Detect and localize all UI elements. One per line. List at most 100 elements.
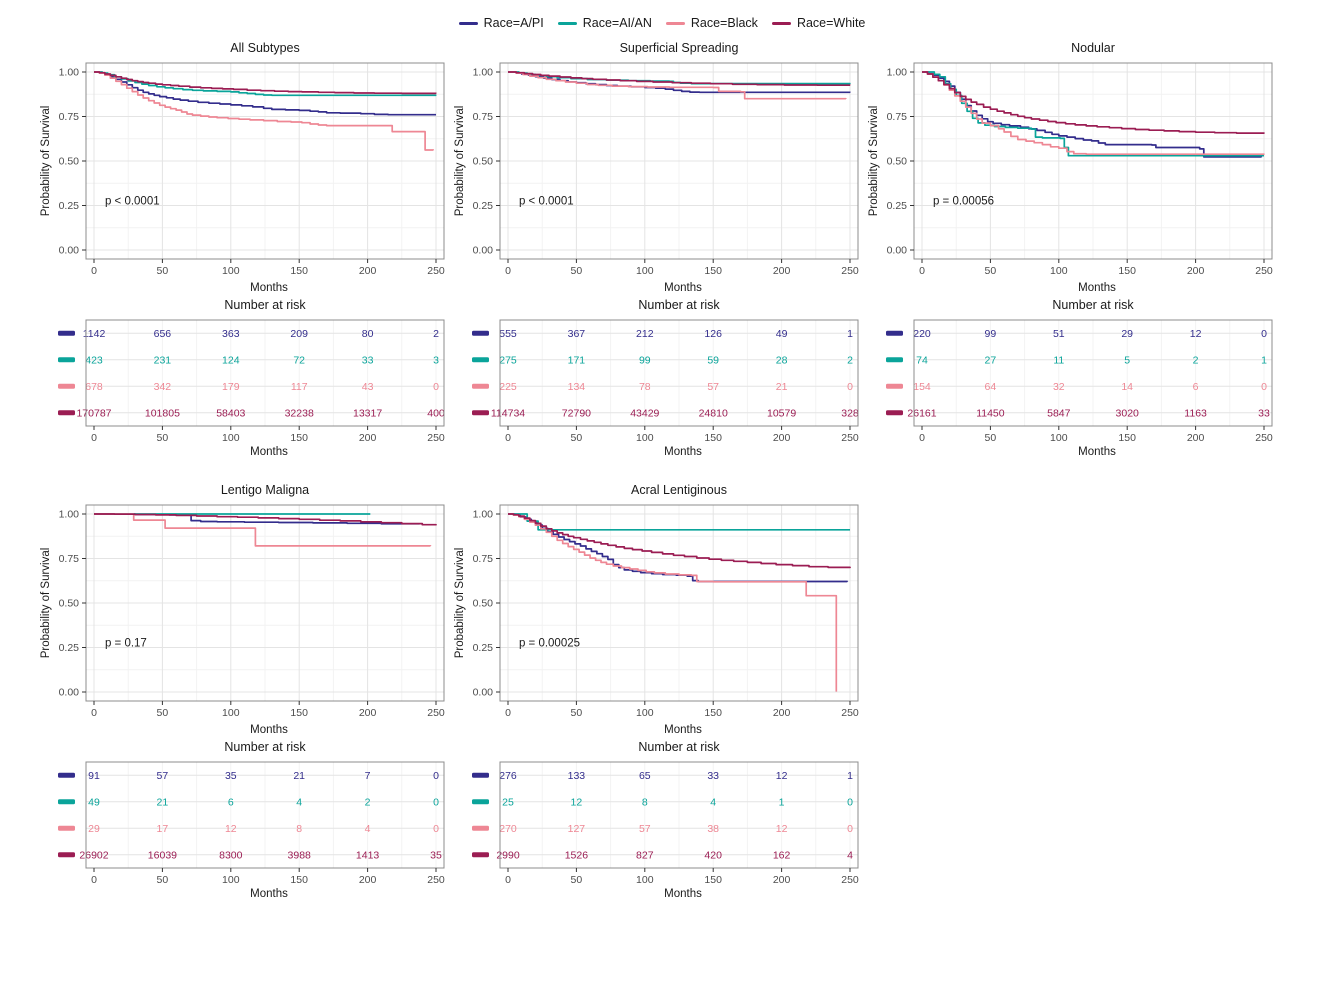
risk-count: 162 bbox=[773, 849, 791, 861]
y-tick-label: 0.25 bbox=[887, 200, 908, 212]
risk-count: 17 bbox=[157, 823, 169, 835]
legend-item-label: Race=Black bbox=[690, 16, 758, 30]
x-tick-label: 200 bbox=[1187, 432, 1205, 444]
risk-count: 179 bbox=[222, 381, 240, 393]
risk-count: 4 bbox=[296, 796, 302, 808]
risk-count: 420 bbox=[704, 849, 722, 861]
risk-count: 35 bbox=[430, 849, 442, 861]
risk-row-key-api bbox=[58, 330, 75, 336]
x-tick-label: 0 bbox=[505, 265, 511, 277]
y-axis-label: Probability of Survival bbox=[40, 106, 52, 217]
p-value-label: p = 0.00056 bbox=[933, 196, 994, 208]
x-tick-label: 0 bbox=[91, 707, 97, 719]
risk-count: 400 bbox=[427, 407, 445, 419]
risk-count: 74 bbox=[916, 354, 928, 366]
risk-row-key-aian bbox=[58, 357, 75, 363]
risk-count: 270 bbox=[499, 823, 517, 835]
x-tick-label: 50 bbox=[157, 432, 169, 444]
y-tick-label: 1.00 bbox=[473, 509, 494, 521]
km-curve-white bbox=[94, 71, 437, 95]
risk-count: 1142 bbox=[83, 328, 106, 340]
risk-count: 10579 bbox=[767, 407, 796, 419]
risk-count: 35 bbox=[225, 770, 237, 782]
risk-row-key-black bbox=[472, 825, 489, 831]
risk-count: 80 bbox=[362, 328, 374, 340]
risk-count: 2990 bbox=[496, 849, 520, 861]
risk-count: 49 bbox=[88, 796, 100, 808]
risk-count: 72 bbox=[293, 354, 305, 366]
risk-count: 0 bbox=[433, 381, 439, 393]
panel-title: Nodular bbox=[1071, 41, 1115, 55]
risk-count: 49 bbox=[776, 328, 788, 340]
risk-count: 72790 bbox=[562, 407, 591, 419]
risk-count: 0 bbox=[1261, 381, 1267, 393]
risk-count: 2 bbox=[433, 328, 439, 340]
x-axis-label: Months bbox=[664, 724, 702, 736]
y-tick-label: 0.50 bbox=[887, 156, 908, 168]
risk-row-key-white bbox=[886, 410, 903, 416]
y-tick-label: 0.50 bbox=[473, 156, 494, 168]
x-tick-label: 100 bbox=[1050, 265, 1068, 277]
risk-count: 12 bbox=[776, 770, 788, 782]
km-panel: All Subtypes 0 50 100 150 200 250 0.00 0.25 0.50… bbox=[38, 40, 452, 458]
x-tick-label: 150 bbox=[290, 432, 308, 444]
y-axis-label: Probability of Survival bbox=[40, 548, 52, 659]
y-axis-label: Probability of Survival bbox=[454, 106, 466, 217]
p-value-label: p < 0.0001 bbox=[519, 196, 574, 208]
y-tick-label: 0.25 bbox=[59, 200, 80, 212]
km-curve-white bbox=[922, 71, 1265, 134]
x-tick-label: 50 bbox=[571, 265, 583, 277]
risk-count: 1 bbox=[847, 770, 853, 782]
risk-count: 342 bbox=[154, 381, 172, 393]
risk-count: 1 bbox=[1261, 354, 1267, 366]
x-axis-label: Months bbox=[664, 888, 702, 900]
risk-row-key-api bbox=[472, 330, 489, 336]
x-tick-label: 150 bbox=[704, 265, 722, 277]
x-tick-label: 0 bbox=[91, 265, 97, 277]
panel-title: All Subtypes bbox=[230, 41, 300, 55]
risk-count: 28 bbox=[776, 354, 788, 366]
y-tick-label: 0.00 bbox=[473, 245, 494, 257]
legend-key-line bbox=[458, 21, 478, 25]
x-axis-label: Months bbox=[250, 282, 288, 294]
risk-count: 33 bbox=[707, 770, 719, 782]
x-axis-label: Months bbox=[1078, 282, 1116, 294]
risk-count: 0 bbox=[433, 770, 439, 782]
y-tick-label: 0.75 bbox=[59, 553, 80, 565]
risk-count: 8300 bbox=[219, 849, 243, 861]
risk-table-title: Number at risk bbox=[224, 740, 306, 754]
x-tick-label: 0 bbox=[91, 432, 97, 444]
x-axis-label: Months bbox=[664, 446, 702, 458]
risk-count: 33 bbox=[362, 354, 374, 366]
risk-count: 25 bbox=[502, 796, 514, 808]
risk-count: 57 bbox=[157, 770, 169, 782]
risk-count: 423 bbox=[85, 354, 103, 366]
risk-count: 0 bbox=[433, 796, 439, 808]
x-tick-label: 100 bbox=[636, 707, 654, 719]
risk-panel-border bbox=[85, 319, 445, 427]
km-curve-black bbox=[508, 71, 847, 100]
km-curve-black bbox=[94, 71, 435, 151]
legend-key-line bbox=[557, 21, 577, 25]
survival-plot: 0 50 100 150 200 250 0.00 0.25 0.50 0.75 1.00 Month… bbox=[40, 504, 445, 736]
x-tick-label: 0 bbox=[505, 707, 511, 719]
risk-row-key-aian bbox=[58, 799, 75, 805]
risk-count: 4 bbox=[710, 796, 716, 808]
y-tick-label: 1.00 bbox=[887, 67, 908, 79]
y-tick-label: 0.25 bbox=[473, 642, 494, 654]
risk-row-key-black bbox=[472, 383, 489, 389]
x-tick-label: 200 bbox=[359, 265, 377, 277]
y-tick-label: 0.00 bbox=[473, 687, 494, 699]
risk-panel-border bbox=[499, 761, 859, 869]
x-tick-label: 100 bbox=[222, 874, 240, 886]
risk-row-key-white bbox=[58, 410, 75, 416]
risk-row-key-white bbox=[472, 852, 489, 858]
y-tick-label: 1.00 bbox=[59, 509, 80, 521]
x-tick-label: 50 bbox=[985, 432, 997, 444]
x-tick-label: 50 bbox=[157, 874, 169, 886]
x-tick-label: 150 bbox=[290, 265, 308, 277]
x-tick-label: 200 bbox=[359, 707, 377, 719]
x-tick-label: 250 bbox=[841, 707, 859, 719]
x-tick-label: 100 bbox=[636, 432, 654, 444]
legend-item-label: Race=AI/AN bbox=[582, 16, 652, 30]
